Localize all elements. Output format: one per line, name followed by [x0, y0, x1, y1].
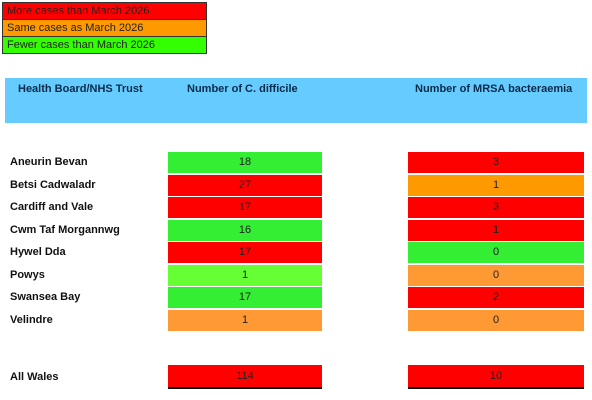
- data-cell: 1: [408, 174, 584, 196]
- data-cell: 1: [168, 264, 322, 286]
- data-cell: 18: [168, 152, 322, 173]
- legend-item: More cases than March 2026: [2, 2, 207, 20]
- row-label: Cwm Taf Morgannwg: [10, 223, 120, 236]
- data-cell: 17: [168, 197, 322, 218]
- header-band: [5, 78, 587, 123]
- data-cell: 2: [408, 287, 584, 308]
- data-cell: 1: [408, 219, 584, 241]
- data-cell: 3: [408, 152, 584, 173]
- row-label: Betsi Cadwaladr: [10, 178, 96, 191]
- row-label: Aneurin Bevan: [10, 156, 88, 168]
- data-cell: 0: [408, 242, 584, 263]
- row-label: Cardiff and Vale: [10, 201, 94, 213]
- data-cell: 3: [408, 197, 584, 218]
- legend-item: Fewer cases than March 2026: [2, 36, 207, 54]
- header-text: Number of MRSA bacteraemia: [415, 82, 573, 95]
- row-label: Velindre: [10, 313, 53, 326]
- legend-item: Same cases as March 2026: [2, 19, 207, 37]
- data-cell: 0: [408, 309, 584, 331]
- data-cell: 0: [408, 264, 584, 286]
- row-label: Powys: [10, 268, 45, 281]
- row-label: All Wales: [10, 370, 59, 383]
- header-text: Number of C. difficile: [187, 82, 298, 95]
- data-cell: 16: [168, 219, 322, 241]
- row-label: Swansea Bay: [10, 291, 81, 303]
- data-cell: 1: [168, 309, 322, 331]
- total-cell: 114: [168, 365, 322, 389]
- data-cell: 17: [168, 242, 322, 263]
- header-text: Health Board/NHS Trust: [18, 82, 143, 95]
- row-label: Hywel Dda: [10, 246, 66, 258]
- data-cell: 27: [168, 174, 322, 196]
- total-cell: 10: [408, 365, 584, 389]
- data-cell: 17: [168, 287, 322, 308]
